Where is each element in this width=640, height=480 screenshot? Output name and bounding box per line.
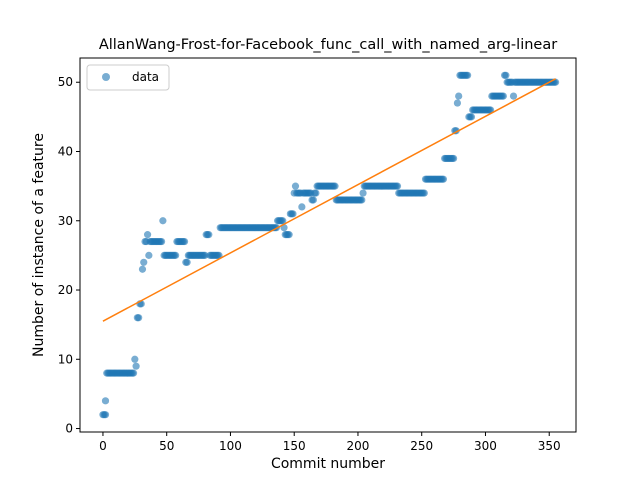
data-points [99,71,560,419]
data-point [358,196,366,204]
x-tick-label: 100 [219,439,242,453]
data-point [289,210,297,218]
legend-frame [86,64,170,91]
x-tick-label: 50 [159,439,174,453]
data-point [393,182,402,190]
data-point [138,265,147,273]
y-tick-label: 20 [58,283,73,297]
data-point [298,203,306,211]
data-point [205,231,213,239]
x-tick-label: 350 [538,439,561,453]
legend-label: data [132,70,159,84]
fit-line-group [102,78,556,322]
x-tick-label: 200 [347,439,370,453]
y-tick-label: 10 [58,352,73,366]
data-point [131,355,139,363]
data-point [291,182,300,190]
data-point [135,314,143,322]
y-axis-label: Number of instance of a feature [31,133,47,357]
data-point [420,189,428,197]
data-point [172,251,180,259]
data-point [159,217,167,225]
data-point [309,196,317,204]
x-axis-ticks: 0 50 100 150 200 250 300 350 [99,432,561,453]
data-point [101,397,110,405]
data-point [140,258,148,266]
data-point [502,71,510,79]
y-tick-label: 40 [58,145,73,159]
data-point [509,92,518,100]
x-tick-label: 250 [410,439,433,453]
y-tick-label: 50 [58,75,73,89]
data-point [486,106,495,114]
data-point [129,369,138,377]
fit-line [102,78,556,322]
data-point [143,231,152,239]
data-point [312,189,320,197]
legend-marker [102,73,110,81]
data-point [467,113,476,121]
data-point [464,71,472,79]
data-point [145,251,153,259]
x-tick-label: 0 [99,439,107,453]
data-point [439,175,447,183]
plot-frame [79,57,577,433]
data-point [331,182,339,190]
data-point [285,231,293,239]
data-point [180,237,189,246]
data-point [449,154,458,163]
data-point [453,99,462,107]
data-point [158,237,166,246]
y-axis-ticks: 0 10 20 30 40 50 [58,75,80,436]
data-point [359,189,367,197]
data-point [279,217,287,225]
data-point [101,411,110,419]
data-point [201,251,209,259]
data-point [215,251,223,259]
x-tick-label: 300 [474,439,497,453]
legend: data [86,64,170,91]
data-point [455,92,463,100]
y-tick-label: 30 [58,214,73,228]
chart-title: AllanWang-Frost-for-Facebook_func_call_w… [99,37,557,53]
x-tick-label: 150 [283,439,306,453]
y-tick-label: 0 [65,422,73,436]
data-point [183,258,191,266]
data-point [132,362,140,370]
data-point [499,92,507,100]
x-axis-label: Commit number [271,456,385,472]
